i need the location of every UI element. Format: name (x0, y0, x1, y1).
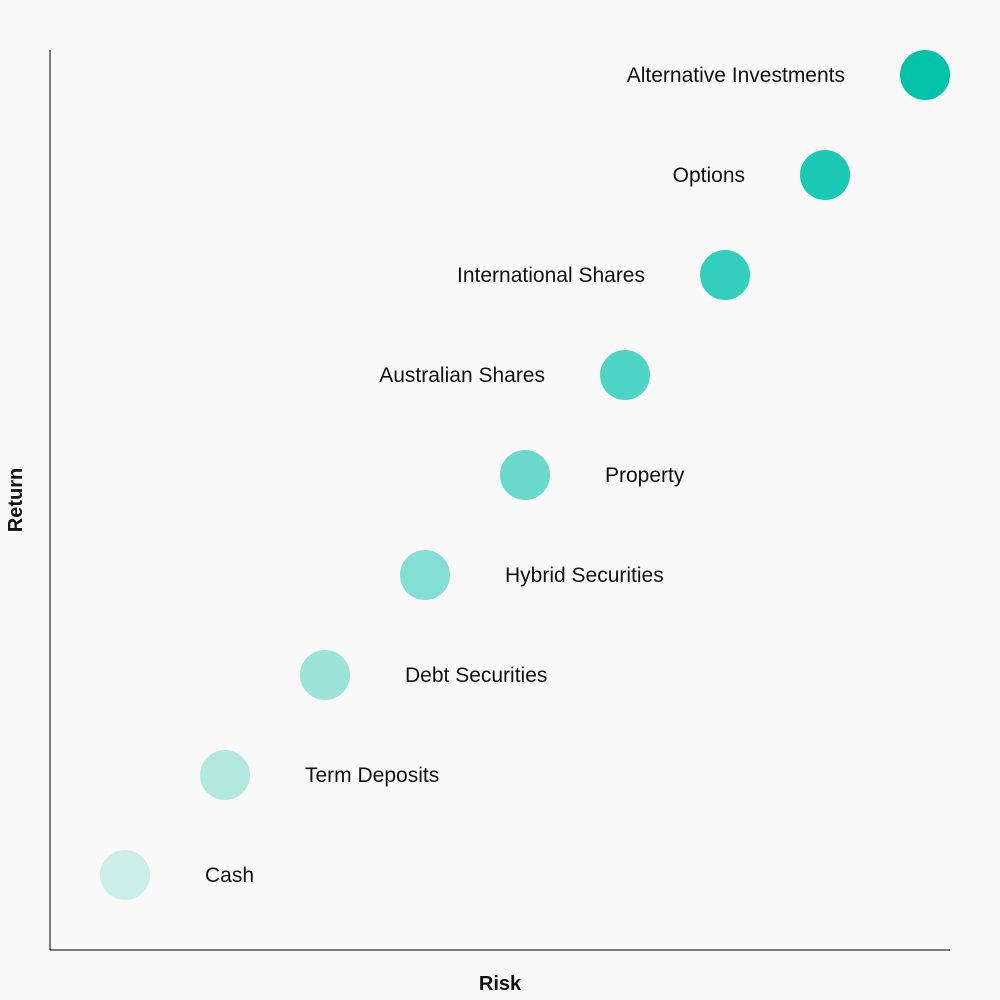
point-label-hybrid-securities: Hybrid Securities (505, 564, 664, 587)
y-axis-title: Return (5, 468, 27, 532)
point-debt-securities (300, 650, 350, 700)
point-alternative-investments (900, 50, 950, 100)
point-cash (100, 850, 150, 900)
point-label-australian-shares: Australian Shares (379, 364, 545, 387)
point-label-international-shares: International Shares (457, 264, 645, 287)
data-points: Cash Term Deposits Debt Securities Hybrid S… (100, 50, 950, 900)
x-axis-title: Risk (479, 973, 522, 995)
point-label-term-deposits: Term Deposits (305, 764, 439, 787)
point-hybrid-securities (400, 550, 450, 600)
point-options (800, 150, 850, 200)
point-label-property: Property (605, 464, 685, 487)
point-property (500, 450, 550, 500)
point-label-cash: Cash (205, 864, 254, 887)
point-term-deposits (200, 750, 250, 800)
point-label-debt-securities: Debt Securities (405, 664, 547, 687)
point-international-shares (700, 250, 750, 300)
point-label-alternative-investments: Alternative Investments (627, 64, 845, 87)
point-label-options: Options (673, 164, 745, 187)
point-australian-shares (600, 350, 650, 400)
